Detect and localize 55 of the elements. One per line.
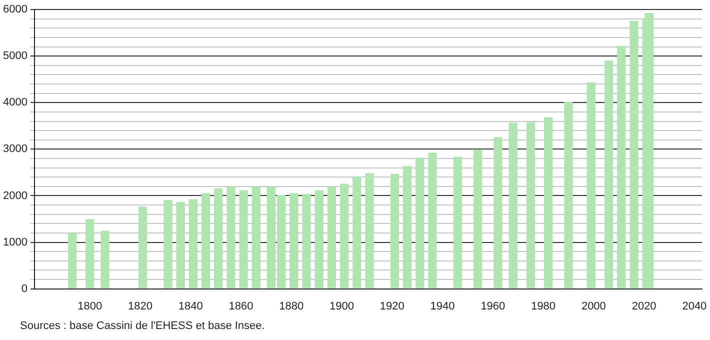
bar: [473, 149, 482, 289]
x-tick-label: 1960: [480, 300, 506, 312]
bar: [544, 117, 553, 289]
bar: [428, 152, 437, 289]
bar: [416, 158, 424, 289]
bar: [290, 193, 298, 289]
x-tick-label: 2020: [632, 300, 656, 312]
bar: [302, 194, 311, 289]
y-tick-label: 4000: [2, 96, 28, 109]
bar: [68, 233, 77, 289]
bar: [138, 206, 148, 289]
y-tick-label: 6000: [2, 4, 28, 16]
x-tick-label: 2040: [682, 300, 707, 312]
x-tick-label: 1860: [228, 300, 254, 312]
x-tick-label: 1880: [279, 300, 304, 312]
x-tick-label: 1840: [178, 300, 203, 312]
bar: [100, 230, 110, 289]
x-tick-label: 1980: [531, 300, 556, 312]
y-tick-label: 1000: [2, 236, 28, 248]
x-tick-label: 1800: [78, 300, 102, 312]
bar: [327, 186, 336, 289]
x-tick-label: 2000: [581, 300, 606, 312]
bar: [365, 173, 374, 289]
bar: [239, 190, 248, 289]
bar: [226, 186, 236, 289]
bar: [453, 156, 462, 289]
bar: [314, 190, 324, 289]
bar: [390, 174, 400, 289]
bar: [86, 219, 94, 289]
bar: [188, 199, 198, 289]
bar: [176, 202, 185, 289]
bar: [402, 166, 412, 289]
bar: [252, 186, 260, 289]
bar: [340, 184, 349, 289]
bar: [586, 82, 596, 289]
bar: [201, 193, 210, 289]
bar: [617, 46, 626, 289]
y-tick-label: 5000: [2, 50, 28, 62]
bar: [508, 122, 518, 289]
bar: [352, 176, 362, 289]
x-tick-label: 1920: [380, 300, 404, 312]
y-tick-label: 0: [21, 282, 28, 295]
bar: [214, 188, 223, 289]
x-tick-label: 1900: [330, 300, 354, 312]
y-tick-label: 2000: [2, 190, 28, 202]
bar: [630, 20, 638, 289]
source-note: Sources : base Cassini de l'EHESS et base Insee.: [20, 320, 265, 332]
y-tick-label: 3000: [2, 143, 28, 156]
x-tick-label: 1940: [430, 300, 455, 312]
bar: [494, 137, 502, 289]
bar: [164, 200, 172, 289]
bar: [564, 102, 573, 289]
bar: [604, 60, 614, 289]
x-tick-label: 1820: [128, 300, 153, 312]
bar: [526, 122, 536, 289]
